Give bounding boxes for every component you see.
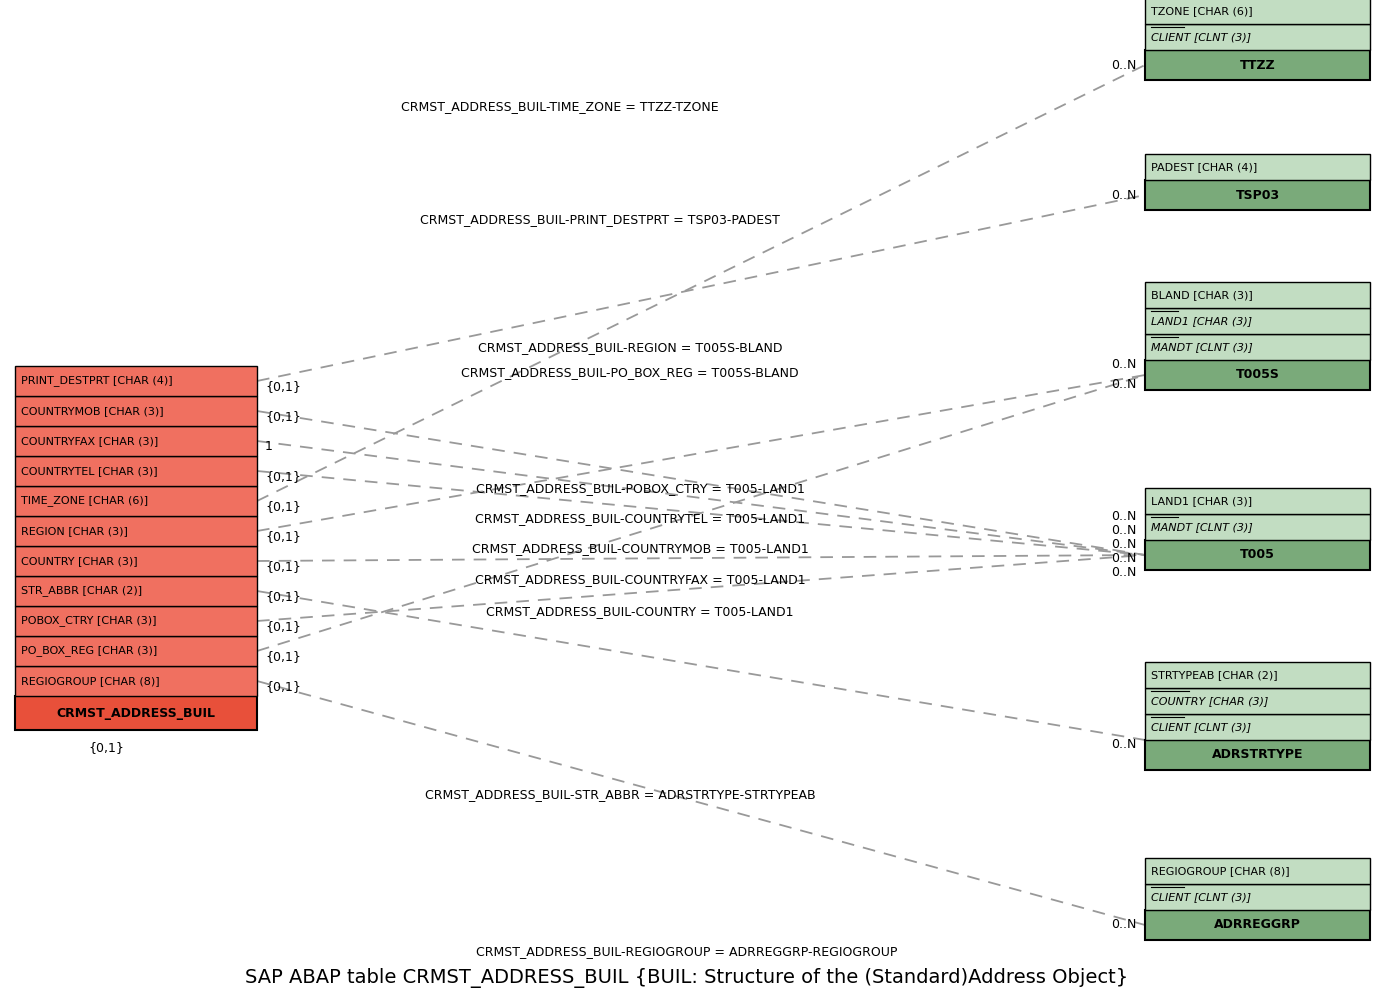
- Text: CRMST_ADDRESS_BUIL-COUNTRYFAX = T005-LAND1: CRMST_ADDRESS_BUIL-COUNTRYFAX = T005-LAN…: [474, 573, 806, 586]
- FancyBboxPatch shape: [1145, 714, 1370, 740]
- Text: CRMST_ADDRESS_BUIL-COUNTRYMOB = T005-LAND1: CRMST_ADDRESS_BUIL-COUNTRYMOB = T005-LAN…: [472, 542, 808, 555]
- FancyBboxPatch shape: [1145, 282, 1370, 308]
- FancyBboxPatch shape: [1145, 154, 1370, 180]
- Text: REGIOGROUP [CHAR (8)]: REGIOGROUP [CHAR (8)]: [1151, 866, 1290, 876]
- Text: LAND1 [CHAR (3)]: LAND1 [CHAR (3)]: [1151, 496, 1253, 506]
- Text: 0..N: 0..N: [1111, 510, 1137, 523]
- FancyBboxPatch shape: [1145, 740, 1370, 770]
- Text: 0..N: 0..N: [1111, 919, 1137, 932]
- FancyBboxPatch shape: [1145, 50, 1370, 80]
- FancyBboxPatch shape: [1145, 662, 1370, 688]
- FancyBboxPatch shape: [15, 426, 257, 456]
- Text: 0..N: 0..N: [1111, 359, 1137, 372]
- Text: ADRSTRTYPE: ADRSTRTYPE: [1211, 748, 1304, 762]
- FancyBboxPatch shape: [1145, 858, 1370, 884]
- FancyBboxPatch shape: [15, 366, 257, 396]
- Text: PO_BOX_REG [CHAR (3)]: PO_BOX_REG [CHAR (3)]: [21, 645, 157, 656]
- Text: CRMST_ADDRESS_BUIL: CRMST_ADDRESS_BUIL: [56, 706, 216, 719]
- Text: 0..N: 0..N: [1111, 524, 1137, 537]
- Text: COUNTRYMOB [CHAR (3)]: COUNTRYMOB [CHAR (3)]: [21, 406, 164, 416]
- Text: COUNTRYTEL [CHAR (3)]: COUNTRYTEL [CHAR (3)]: [21, 466, 158, 476]
- Text: SAP ABAP table CRMST_ADDRESS_BUIL {BUIL: Structure of the (Standard)Address Obje: SAP ABAP table CRMST_ADDRESS_BUIL {BUIL:…: [245, 968, 1129, 988]
- Text: CRMST_ADDRESS_BUIL-COUNTRYTEL = T005-LAND1: CRMST_ADDRESS_BUIL-COUNTRYTEL = T005-LAN…: [474, 512, 804, 525]
- FancyBboxPatch shape: [15, 666, 257, 696]
- FancyBboxPatch shape: [1145, 540, 1370, 570]
- Text: TZONE [CHAR (6)]: TZONE [CHAR (6)]: [1151, 6, 1253, 16]
- Text: MANDT [CLNT (3)]: MANDT [CLNT (3)]: [1151, 342, 1253, 352]
- Text: {0,1}: {0,1}: [88, 741, 124, 755]
- Text: PADEST [CHAR (4)]: PADEST [CHAR (4)]: [1151, 162, 1257, 172]
- Text: T005: T005: [1240, 548, 1275, 561]
- Text: CRMST_ADDRESS_BUIL-POBOX_CTRY = T005-LAND1: CRMST_ADDRESS_BUIL-POBOX_CTRY = T005-LAN…: [476, 483, 804, 496]
- Text: 0..N: 0..N: [1111, 738, 1137, 752]
- Text: CLIENT [CLNT (3)]: CLIENT [CLNT (3)]: [1151, 722, 1251, 732]
- FancyBboxPatch shape: [1145, 308, 1370, 334]
- Text: TIME_ZONE [CHAR (6)]: TIME_ZONE [CHAR (6)]: [21, 496, 148, 506]
- Text: {0,1}: {0,1}: [265, 530, 301, 543]
- FancyBboxPatch shape: [1145, 0, 1370, 24]
- FancyBboxPatch shape: [1145, 180, 1370, 210]
- Text: CRMST_ADDRESS_BUIL-COUNTRY = T005-LAND1: CRMST_ADDRESS_BUIL-COUNTRY = T005-LAND1: [487, 605, 793, 618]
- Text: ADRREGGRP: ADRREGGRP: [1214, 919, 1301, 932]
- Text: PRINT_DESTPRT [CHAR (4)]: PRINT_DESTPRT [CHAR (4)]: [21, 376, 173, 387]
- FancyBboxPatch shape: [15, 606, 257, 636]
- FancyBboxPatch shape: [1145, 488, 1370, 514]
- Text: CRMST_ADDRESS_BUIL-PO_BOX_REG = T005S-BLAND: CRMST_ADDRESS_BUIL-PO_BOX_REG = T005S-BL…: [461, 367, 799, 380]
- Text: 0..N: 0..N: [1111, 552, 1137, 565]
- FancyBboxPatch shape: [15, 396, 257, 426]
- Text: T005S: T005S: [1236, 369, 1279, 382]
- Text: {0,1}: {0,1}: [265, 650, 301, 663]
- Text: MANDT [CLNT (3)]: MANDT [CLNT (3)]: [1151, 522, 1253, 532]
- FancyBboxPatch shape: [1145, 514, 1370, 540]
- Text: CLIENT [CLNT (3)]: CLIENT [CLNT (3)]: [1151, 32, 1251, 42]
- Text: COUNTRY [CHAR (3)]: COUNTRY [CHAR (3)]: [1151, 696, 1268, 706]
- FancyBboxPatch shape: [15, 516, 257, 546]
- Text: {0,1}: {0,1}: [265, 680, 301, 693]
- FancyBboxPatch shape: [15, 456, 257, 486]
- FancyBboxPatch shape: [15, 696, 257, 730]
- FancyBboxPatch shape: [1145, 24, 1370, 50]
- Text: CRMST_ADDRESS_BUIL-REGION = T005S-BLAND: CRMST_ADDRESS_BUIL-REGION = T005S-BLAND: [477, 342, 782, 355]
- Text: REGION [CHAR (3)]: REGION [CHAR (3)]: [21, 526, 128, 536]
- FancyBboxPatch shape: [15, 576, 257, 606]
- Text: REGIOGROUP [CHAR (8)]: REGIOGROUP [CHAR (8)]: [21, 676, 160, 686]
- FancyBboxPatch shape: [1145, 334, 1370, 360]
- Text: 0..N: 0..N: [1111, 58, 1137, 71]
- Text: {0,1}: {0,1}: [265, 381, 301, 394]
- Text: CRMST_ADDRESS_BUIL-REGIOGROUP = ADRREGGRP-REGIOGROUP: CRMST_ADDRESS_BUIL-REGIOGROUP = ADRREGGR…: [476, 946, 898, 959]
- Text: {0,1}: {0,1}: [265, 590, 301, 603]
- FancyBboxPatch shape: [15, 546, 257, 576]
- Text: 0..N: 0..N: [1111, 538, 1137, 551]
- Text: LAND1 [CHAR (3)]: LAND1 [CHAR (3)]: [1151, 316, 1253, 326]
- FancyBboxPatch shape: [1145, 884, 1370, 910]
- Text: {0,1}: {0,1}: [265, 471, 301, 484]
- FancyBboxPatch shape: [15, 636, 257, 666]
- FancyBboxPatch shape: [1145, 688, 1370, 714]
- Text: 0..N: 0..N: [1111, 566, 1137, 579]
- Text: CRMST_ADDRESS_BUIL-PRINT_DESTPRT = TSP03-PADEST: CRMST_ADDRESS_BUIL-PRINT_DESTPRT = TSP03…: [419, 213, 780, 226]
- Text: 1: 1: [265, 441, 272, 454]
- FancyBboxPatch shape: [1145, 360, 1370, 390]
- Text: {0,1}: {0,1}: [265, 411, 301, 424]
- Text: CRMST_ADDRESS_BUIL-STR_ABBR = ADRSTRTYPE-STRTYPEAB: CRMST_ADDRESS_BUIL-STR_ABBR = ADRSTRTYPE…: [425, 789, 815, 802]
- Text: CLIENT [CLNT (3)]: CLIENT [CLNT (3)]: [1151, 892, 1251, 902]
- Text: TSP03: TSP03: [1235, 188, 1280, 201]
- Text: TTZZ: TTZZ: [1240, 58, 1276, 71]
- Text: POBOX_CTRY [CHAR (3)]: POBOX_CTRY [CHAR (3)]: [21, 615, 157, 626]
- Text: 0..N: 0..N: [1111, 379, 1137, 392]
- Text: {0,1}: {0,1}: [265, 501, 301, 513]
- Text: {0,1}: {0,1}: [265, 620, 301, 633]
- Text: STRTYPEAB [CHAR (2)]: STRTYPEAB [CHAR (2)]: [1151, 670, 1277, 680]
- Text: 0..N: 0..N: [1111, 188, 1137, 201]
- Text: CRMST_ADDRESS_BUIL-TIME_ZONE = TTZZ-TZONE: CRMST_ADDRESS_BUIL-TIME_ZONE = TTZZ-TZON…: [402, 100, 719, 113]
- Text: STR_ABBR [CHAR (2)]: STR_ABBR [CHAR (2)]: [21, 585, 142, 596]
- FancyBboxPatch shape: [15, 486, 257, 516]
- Text: COUNTRYFAX [CHAR (3)]: COUNTRYFAX [CHAR (3)]: [21, 436, 158, 446]
- Text: {0,1}: {0,1}: [265, 560, 301, 573]
- Text: BLAND [CHAR (3)]: BLAND [CHAR (3)]: [1151, 290, 1253, 300]
- Text: COUNTRY [CHAR (3)]: COUNTRY [CHAR (3)]: [21, 556, 138, 566]
- FancyBboxPatch shape: [1145, 910, 1370, 940]
